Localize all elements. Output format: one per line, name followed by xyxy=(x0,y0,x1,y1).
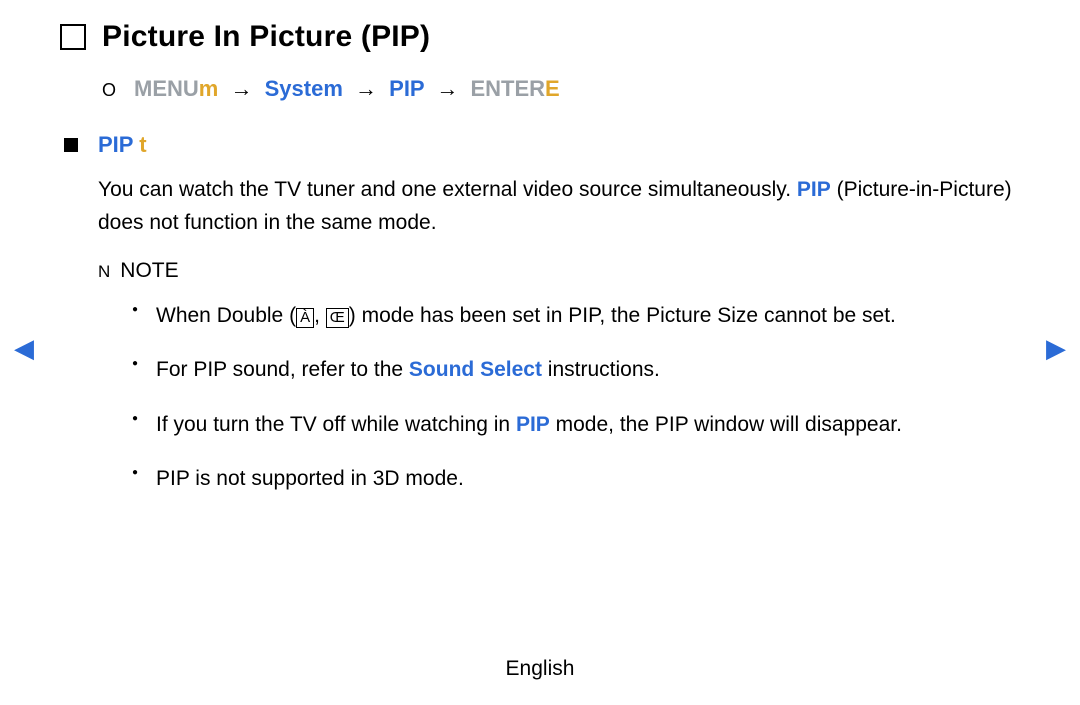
section-heading-main: PIP xyxy=(98,132,133,157)
arrow-icon: → xyxy=(430,76,464,101)
note-list: When Double (À, Œ) mode has been set in … xyxy=(98,300,1020,496)
li0-mid: , xyxy=(314,304,326,327)
book-icon xyxy=(60,24,86,50)
sound-select-link: Sound Select xyxy=(409,358,542,381)
list-item: For PIP sound, refer to the Sound Select… xyxy=(132,354,1020,387)
li1-post: instructions. xyxy=(542,358,660,381)
page-title-row: Picture In Picture (PIP) xyxy=(60,20,1020,54)
arrow-icon: → xyxy=(224,76,258,101)
section-body: You can watch the TV tuner and one exter… xyxy=(98,174,1020,496)
note-label: NOTE xyxy=(120,259,178,282)
menu-suffix: m xyxy=(199,76,219,101)
list-item: PIP is not supported in 3D mode. xyxy=(132,463,1020,496)
li0-pre: When Double ( xyxy=(156,304,296,327)
li2-post: mode, the PIP window will disappear. xyxy=(550,413,902,436)
li2-pre: If you turn the TV off while watching in xyxy=(156,413,516,436)
note-heading: N NOTE xyxy=(98,255,1020,288)
prev-page-arrow[interactable]: ◀ xyxy=(14,335,34,361)
next-page-arrow[interactable]: ▶ xyxy=(1046,335,1066,361)
square-bullet-icon xyxy=(64,138,78,152)
double-mode-glyph-2: Œ xyxy=(326,308,349,328)
list-item: If you turn the TV off while watching in… xyxy=(132,409,1020,442)
li3-pre: PIP is not supported in 3D mode. xyxy=(156,467,464,490)
double-mode-glyph-1: À xyxy=(296,308,314,328)
enter-suffix: E xyxy=(545,76,560,101)
intro-pip: PIP xyxy=(797,178,831,201)
path-bullet-icon: O xyxy=(102,80,116,101)
li0-post: ) mode has been set in PIP, the Picture … xyxy=(349,304,896,327)
menu-label: MENU xyxy=(134,76,199,101)
list-item: When Double (À, Œ) mode has been set in … xyxy=(132,300,1020,333)
section-heading: PIP t xyxy=(98,132,147,158)
menu-path: O MENUm → System → PIP → ENTERE xyxy=(102,76,1020,102)
enter-label: ENTER xyxy=(470,76,545,101)
note-n-icon: N xyxy=(98,259,110,285)
li1-pre: For PIP sound, refer to the xyxy=(156,358,409,381)
page-title: Picture In Picture (PIP) xyxy=(102,20,430,54)
arrow-icon: → xyxy=(349,76,383,101)
section-heading-row: PIP t xyxy=(60,132,1020,158)
intro-paragraph: You can watch the TV tuner and one exter… xyxy=(98,174,1020,239)
manual-page: ◀ ▶ Picture In Picture (PIP) O MENUm → S… xyxy=(0,0,1080,705)
path-system: System xyxy=(265,76,343,101)
pip-mode-link: PIP xyxy=(516,413,550,436)
page-language-footer: English xyxy=(0,657,1080,681)
intro-pre: You can watch the TV tuner and one exter… xyxy=(98,178,797,201)
path-pip: PIP xyxy=(389,76,424,101)
section-heading-suffix: t xyxy=(139,132,146,157)
